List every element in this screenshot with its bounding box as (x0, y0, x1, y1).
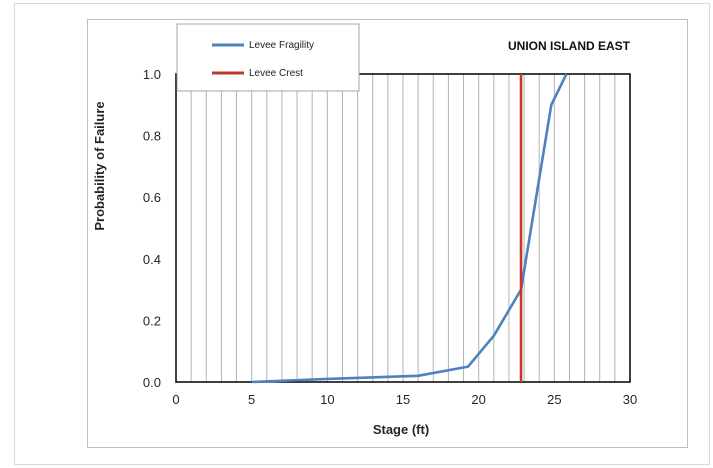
grid (175, 73, 631, 383)
x-tick-label: 25 (547, 392, 561, 407)
x-tick-label: 0 (172, 392, 179, 407)
legend-box (176, 23, 360, 92)
tick-labels: 0 5 10 15 20 25 30 0.0 0.2 0.4 0.6 0.8 1.0 (143, 67, 637, 407)
x-axis-label: Stage (ft) (373, 422, 429, 437)
legend: Levee Fragility Levee Crest (176, 23, 360, 92)
series-layer (251, 73, 568, 384)
y-tick-label: 0.0 (143, 375, 161, 390)
legend-label-levee-crest: Levee Crest (249, 68, 303, 79)
x-tick-label: 20 (471, 392, 485, 407)
y-tick-label: 1.0 (143, 67, 161, 82)
series-line-levee-fragility (251, 73, 568, 384)
y-tick-label: 0.8 (143, 129, 161, 144)
y-tick-label: 0.4 (143, 252, 161, 267)
y-tick-label: 0.6 (143, 190, 161, 205)
plot-border (175, 73, 631, 383)
y-axis-label: Probability of Failure (92, 101, 107, 230)
x-tick-label: 15 (396, 392, 410, 407)
chart-title: UNION ISLAND EAST (508, 39, 631, 53)
y-tick-label: 0.2 (143, 313, 161, 328)
x-tick-label: 10 (320, 392, 334, 407)
x-tick-label: 30 (623, 392, 637, 407)
x-tick-label: 5 (248, 392, 255, 407)
legend-label-levee-fragility: Levee Fragility (249, 40, 314, 51)
